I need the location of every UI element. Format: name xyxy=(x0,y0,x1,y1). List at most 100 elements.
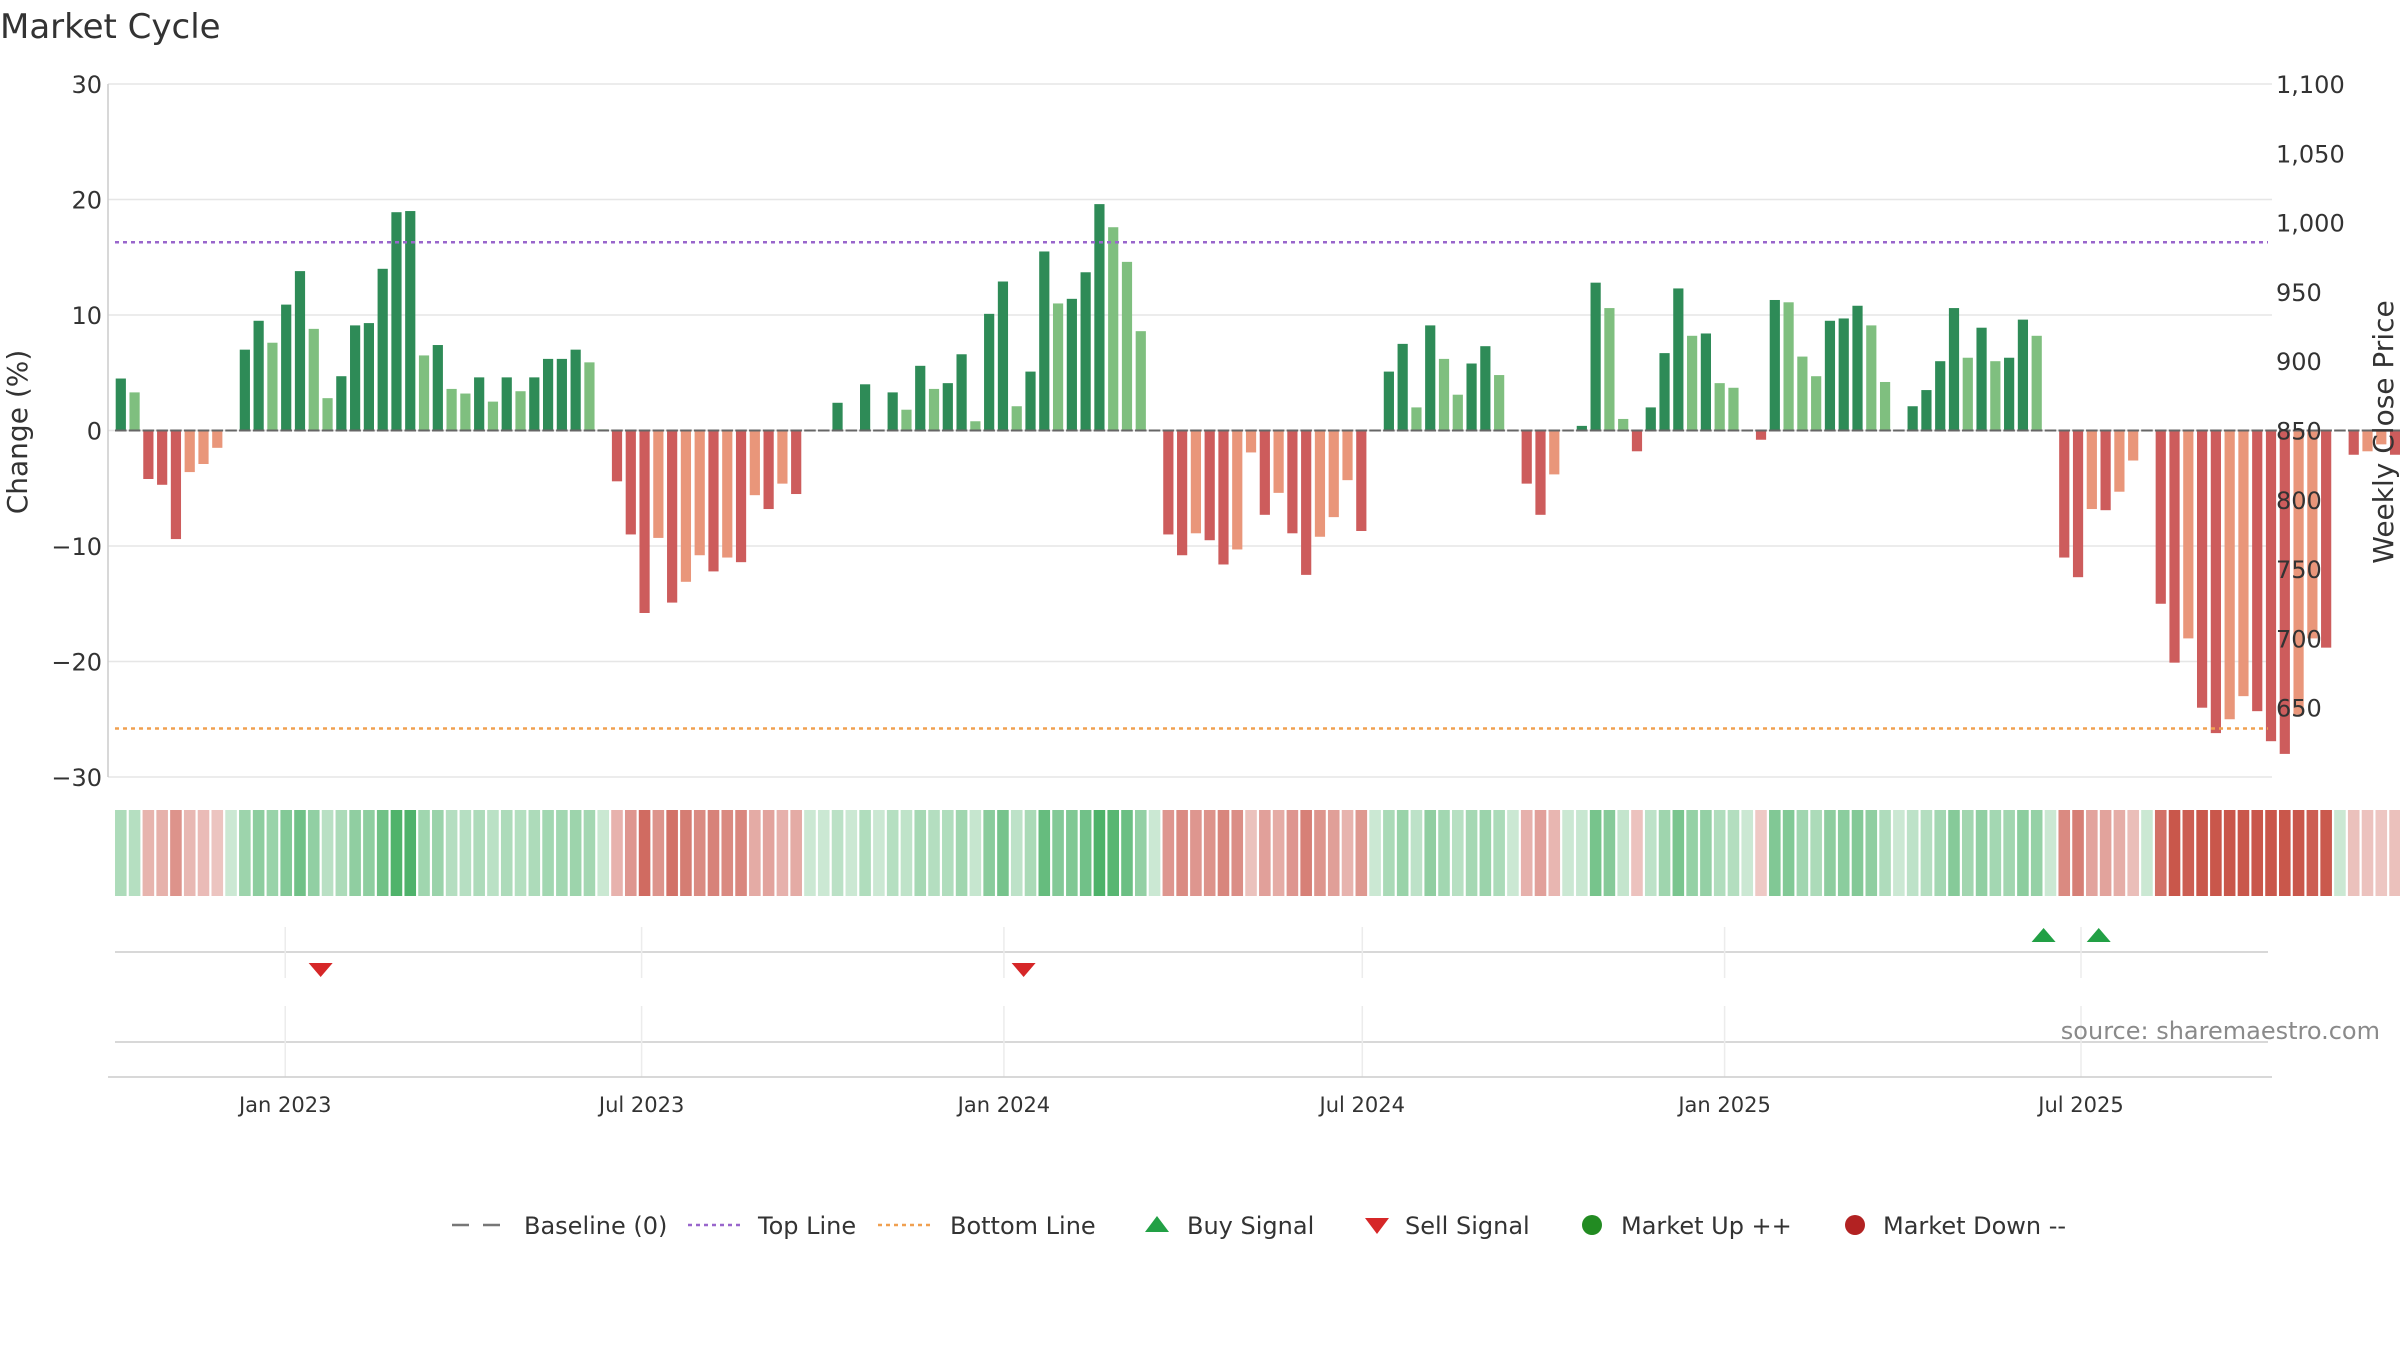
weekly-change-bar xyxy=(391,212,402,431)
y-tick-label: −10 xyxy=(51,533,102,561)
heat-cell xyxy=(266,810,279,896)
weekly-change-bar xyxy=(322,398,333,431)
heat-cell xyxy=(390,810,403,896)
weekly-change-bar xyxy=(2004,357,2015,431)
weekly-change-bar xyxy=(1108,227,1119,431)
x-tick-label: Jan 2023 xyxy=(237,1093,332,1117)
weekly-change-bar xyxy=(1824,320,1836,431)
heat-cell xyxy=(500,810,513,896)
legend-sell-icon xyxy=(1365,1218,1389,1234)
buy-signal-marker xyxy=(2031,928,2056,942)
heat-cell xyxy=(1286,810,1299,896)
weekly-change-bar xyxy=(887,392,898,431)
heat-cell xyxy=(2210,810,2222,896)
weekly-change-bar xyxy=(1797,356,1808,431)
legend-buy-icon xyxy=(1145,1216,1169,1232)
heat-cell xyxy=(1493,810,1505,896)
heat-cell xyxy=(1851,810,1864,896)
weekly-change-bar xyxy=(1755,430,1767,440)
weekly-change-bar xyxy=(970,421,981,431)
heat-cell xyxy=(128,810,141,896)
weekly-change-bar xyxy=(253,320,264,431)
heat-cell xyxy=(225,810,237,896)
heat-cell xyxy=(1231,810,1244,896)
weekly-change-bar xyxy=(212,430,223,448)
weekly-change-bar xyxy=(1011,406,1022,431)
heat-cell xyxy=(1107,810,1119,896)
heat-cell xyxy=(1865,810,1878,896)
weekly-change-bar xyxy=(832,402,843,431)
weekly-change-bar xyxy=(2389,430,2400,455)
heat-cell xyxy=(680,810,692,896)
y2-tick-label: 1,050 xyxy=(2276,140,2345,168)
heat-cell xyxy=(611,810,623,896)
buy-signal-marker xyxy=(2086,928,2111,942)
heat-cell xyxy=(2223,810,2236,896)
heat-cell xyxy=(487,810,499,896)
heat-cell xyxy=(459,810,472,896)
heat-cell xyxy=(900,810,913,896)
legend-label: Bottom Line xyxy=(950,1212,1096,1240)
weekly-change-bar xyxy=(653,430,664,538)
weekly-change-bar xyxy=(1039,251,1050,431)
weekly-change-bar xyxy=(363,323,375,431)
heat-cell xyxy=(321,810,334,896)
weekly-change-bar xyxy=(915,365,926,431)
heat-cell xyxy=(1782,810,1795,896)
heat-cell xyxy=(1259,810,1271,896)
weekly-change-bar xyxy=(791,430,802,495)
legend: Baseline (0) Top Line Bottom Line Buy Signa… xyxy=(452,1212,2066,1240)
weekly-change-bar xyxy=(556,358,567,431)
y-tick-label: 0 xyxy=(87,418,102,446)
weekly-change-bar xyxy=(1700,333,1711,431)
legend-dot-icon xyxy=(1845,1215,1865,1235)
weekly-change-bar xyxy=(1025,371,1036,431)
heat-cell xyxy=(1741,810,1754,896)
heat-cell xyxy=(1465,810,1478,896)
heat-cell xyxy=(1631,810,1643,896)
heat-cell xyxy=(445,810,458,896)
weekly-change-bar xyxy=(1094,204,1105,431)
weekly-change-bar xyxy=(143,430,154,480)
weekly-change-bar xyxy=(1190,430,1202,534)
weekly-change-bar xyxy=(625,430,636,535)
legend-label: Buy Signal xyxy=(1187,1212,1314,1240)
heat-cell xyxy=(2279,810,2291,896)
weekly-change-bar xyxy=(239,349,250,431)
weekly-change-bar xyxy=(1645,407,1656,431)
heat-cell xyxy=(1879,810,1891,896)
heat-cell xyxy=(1961,810,1974,896)
heat-cell xyxy=(1079,810,1092,896)
heat-cell xyxy=(1686,810,1698,896)
heat-cell xyxy=(2030,810,2043,896)
heat-cell xyxy=(1644,810,1657,896)
heat-cell xyxy=(2086,810,2098,896)
weekly-change-bar xyxy=(584,362,595,431)
heat-cell xyxy=(2058,810,2071,896)
weekly-change-bar xyxy=(1287,430,1298,534)
heat-cell xyxy=(1010,810,1023,896)
weekly-change-bar xyxy=(1273,430,1284,493)
weekly-change-bar xyxy=(2238,430,2249,697)
heat-cell xyxy=(1934,810,1947,896)
weekly-change-bar xyxy=(1356,430,1367,531)
weekly-change-bar xyxy=(515,391,526,431)
weekly-change-bar xyxy=(1728,387,1739,431)
weekly-change-bar xyxy=(1521,430,1532,484)
heat-cell xyxy=(2003,810,2015,896)
heat-cell xyxy=(928,810,940,896)
heat-cell xyxy=(2375,810,2388,896)
weekly-change-bar xyxy=(1383,371,1394,431)
heat-cell xyxy=(873,810,885,896)
heat-cell xyxy=(239,810,251,896)
heat-cell xyxy=(624,810,637,896)
heat-cell xyxy=(1548,810,1561,896)
heat-cell xyxy=(1190,810,1202,896)
weekly-change-bar xyxy=(1245,430,1257,453)
weekly-change-bar xyxy=(956,354,967,431)
heat-cell xyxy=(2389,810,2400,896)
weekly-change-bar xyxy=(1314,430,1326,537)
weekly-change-bar xyxy=(570,349,581,431)
weekly-change-bar xyxy=(432,345,443,431)
heat-cell xyxy=(2320,810,2332,896)
